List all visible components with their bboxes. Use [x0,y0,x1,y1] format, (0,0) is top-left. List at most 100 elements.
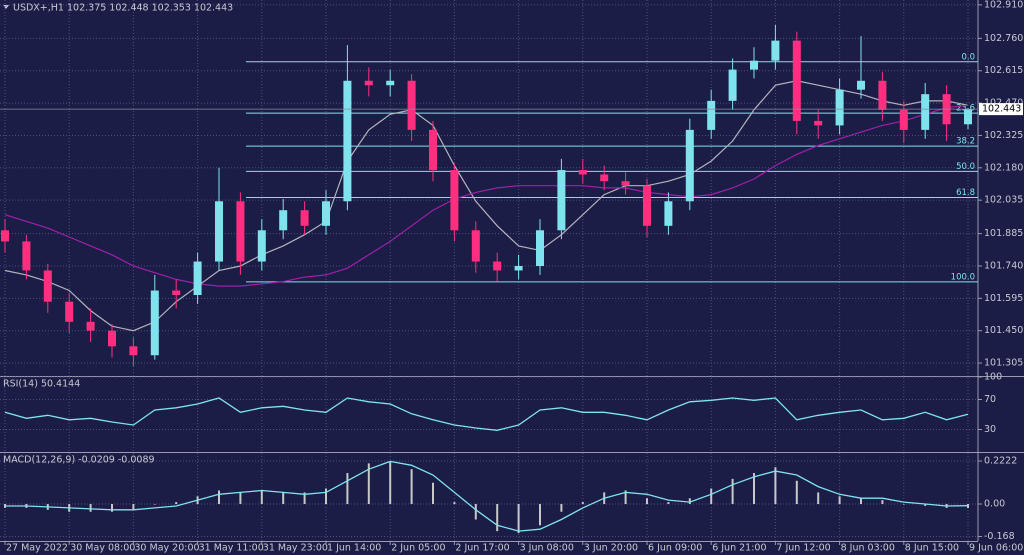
macd-bar [303,492,306,505]
x-tick-label: 8 Jun 15:00 [905,543,959,554]
moving-average [4,104,969,287]
candle-body [964,109,972,125]
y-tick-label: 102.760 [984,33,1023,44]
macd-bar [218,490,220,505]
candle-body [557,170,566,231]
candle-body [215,201,223,262]
candle-body [921,94,930,130]
macd-bar [902,504,905,505]
x-tick-label: 6 Jun 21:00 [712,543,766,554]
moving-average [4,80,969,332]
candle-body [343,80,352,202]
y-tick-label: 100 [984,372,1002,383]
x-tick-label: 8 Jun 03:00 [841,543,895,554]
y-tick-label: 101.595 [984,293,1023,304]
y-tick-label: 102.035 [984,195,1023,206]
candle-body [471,230,480,262]
macd-bar [432,482,434,505]
signal-line [5,460,969,532]
candle-body [322,201,330,226]
candle-body [835,89,844,126]
y-tick-label: 102.180 [984,162,1023,173]
fib-label: 61.8 [956,188,975,198]
candle-body [878,80,887,110]
macd-bar [860,498,862,505]
candle-body [43,270,52,302]
x-tick-label: 9 Jun 06:00 [969,543,1023,554]
x-tick-label: 27 May 2022 [6,543,68,554]
candle-body [65,301,74,322]
x-tick-label: 31 May 11:00 [199,543,264,554]
fib-label: 100.0 [951,272,975,282]
candle-body [814,120,823,126]
candle-body [150,290,159,356]
candle-body [108,330,116,347]
y-tick-label: 70 [984,394,996,405]
candle-body [407,80,416,130]
macd-bar [325,488,327,505]
macd-bar [260,490,263,505]
candle-body [664,201,673,226]
macd-bar [710,488,713,505]
candle-body [771,40,780,61]
candle-body [300,210,309,226]
y-tick-label: 30 [984,424,996,435]
x-tick-label: 30 May 20:00 [134,543,199,554]
y-tick-label: -0.168 [984,531,1015,542]
candle-body [899,109,908,130]
macd-bar [153,504,156,505]
candle-body [514,265,523,271]
x-tick-label: 2 Jun 17:00 [455,543,509,554]
candle-body [792,40,801,121]
macd-bar [389,461,392,505]
macd-bar [453,502,456,505]
fib-label: 38.2 [956,137,975,147]
x-tick-label: 1 Jun 14:00 [327,543,381,554]
y-tick-label: 0.00 [984,499,1005,510]
macd-bar [667,502,670,505]
candle-body [429,129,437,171]
candle-body [193,261,202,295]
macd-bar [496,504,499,532]
candle-body [621,181,630,186]
candle-body [364,80,373,86]
candle-body [257,230,266,262]
macd-bar [731,478,734,505]
macd-bar [646,498,648,505]
candle-body [279,210,288,231]
macd-bar [367,463,370,505]
macd-bar [624,490,627,505]
y-tick-label: 101.885 [984,228,1023,239]
macd-bar [774,467,777,505]
y-tick-label: 101.305 [984,358,1023,369]
x-tick-label: 31 May 23:00 [263,543,328,554]
candle-body [22,241,31,271]
y-tick-label: 101.450 [984,325,1023,336]
candle-body [386,80,395,86]
macd-bar [89,504,92,512]
chart-title: USDX+,H1 102.375 102.448 102.353 102.443 [13,3,233,14]
candle-body [643,185,651,226]
last-price-box [979,103,1023,116]
macd-bar [175,502,178,505]
candle-body [536,230,544,266]
macd-bar [881,500,884,505]
candle-body [1,230,9,242]
y-tick-label: 102.615 [984,65,1023,76]
pane-title: MACD(12,26,9) -0.0209 -0.0089 [3,455,155,466]
macd-bar [688,498,691,505]
candle-body [857,80,865,90]
rsi-line [4,397,969,431]
macd-bar [539,504,541,526]
macd-bar [924,504,927,506]
y-tick-label: 101.740 [984,260,1023,271]
y-tick-label: 102.325 [984,130,1023,141]
x-tick-label: 3 Jun 08:00 [520,543,574,554]
macd-bar [560,504,563,512]
x-tick-label: 2 Jun 05:00 [391,543,445,554]
candle-body [86,321,95,331]
candle-body [707,100,716,130]
macd-bar [581,502,584,505]
y-tick-label: 102.910 [984,0,1023,10]
x-tick-label: 7 Jun 12:00 [776,543,830,554]
